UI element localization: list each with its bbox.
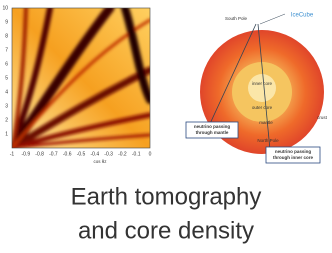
y-tick-label: 4 <box>5 89 8 95</box>
heatmap: 1 2 3 4 5 6 7 8 9 10 -1 -0.9 -0.8 -0.7 -0.6 -0.5 -0.4 -0… <box>2 5 151 164</box>
core-box-line: neutrino passing <box>275 149 312 154</box>
x-tick-label: -0.9 <box>21 151 30 157</box>
x-tick-label: -0.6 <box>63 151 72 157</box>
crust-label: crust <box>317 115 328 120</box>
y-tick-label: 8 <box>5 33 8 39</box>
y-tick-label: 6 <box>5 61 8 67</box>
x-tick-label: -0.5 <box>77 151 86 157</box>
x-tick-label: 0 <box>149 151 152 157</box>
caption-line: and core density <box>78 217 254 244</box>
y-tick-label: 2 <box>5 117 8 123</box>
x-tick-label: -1 <box>10 151 15 157</box>
caption-line: Earth tomography <box>71 183 262 210</box>
y-tick-label: 1 <box>5 131 8 137</box>
y-tick-label: 9 <box>5 19 8 25</box>
y-tick-label: 3 <box>5 103 8 109</box>
core-box-line: through inner core <box>273 155 313 160</box>
x-axis-label: cos θz <box>93 159 107 164</box>
north-pole: North Pole <box>257 138 279 143</box>
x-tick-label: -0.7 <box>49 151 58 157</box>
mantle-box-line: through mantle <box>196 130 229 135</box>
south-pole: South Pole <box>225 16 248 21</box>
page: {"heatmap": {"y_ticks": ["1", "2", "3", … <box>0 0 332 248</box>
inner-core <box>248 74 276 102</box>
y-tick-label: 5 <box>5 75 8 81</box>
x-tick-label: -0.3 <box>104 151 113 157</box>
mantle-box-line: neutrino passing <box>194 124 231 129</box>
y-tick-label: 7 <box>5 47 8 53</box>
y-tick-label: 10 <box>2 5 8 11</box>
x-tick-label: -0.4 <box>90 151 99 157</box>
mantle-label: mantle <box>259 120 273 125</box>
inner-core-label: inner core <box>252 81 273 86</box>
icecube: IceCube <box>291 13 314 19</box>
icecube-pointer <box>260 14 285 24</box>
slide: 1 2 3 4 5 6 7 8 9 10 -1 -0.9 -0.8 -0.7 -0.6 -0.5 -0.4 -0… <box>0 0 332 248</box>
outer-core-label: outer core <box>252 105 273 110</box>
earth-diagram: South Pole IceCube inner core outer core… <box>186 13 328 163</box>
x-tick-label: -0.1 <box>132 151 141 157</box>
x-tick-label: -0.8 <box>35 151 44 157</box>
x-tick-label: -0.2 <box>118 151 127 157</box>
